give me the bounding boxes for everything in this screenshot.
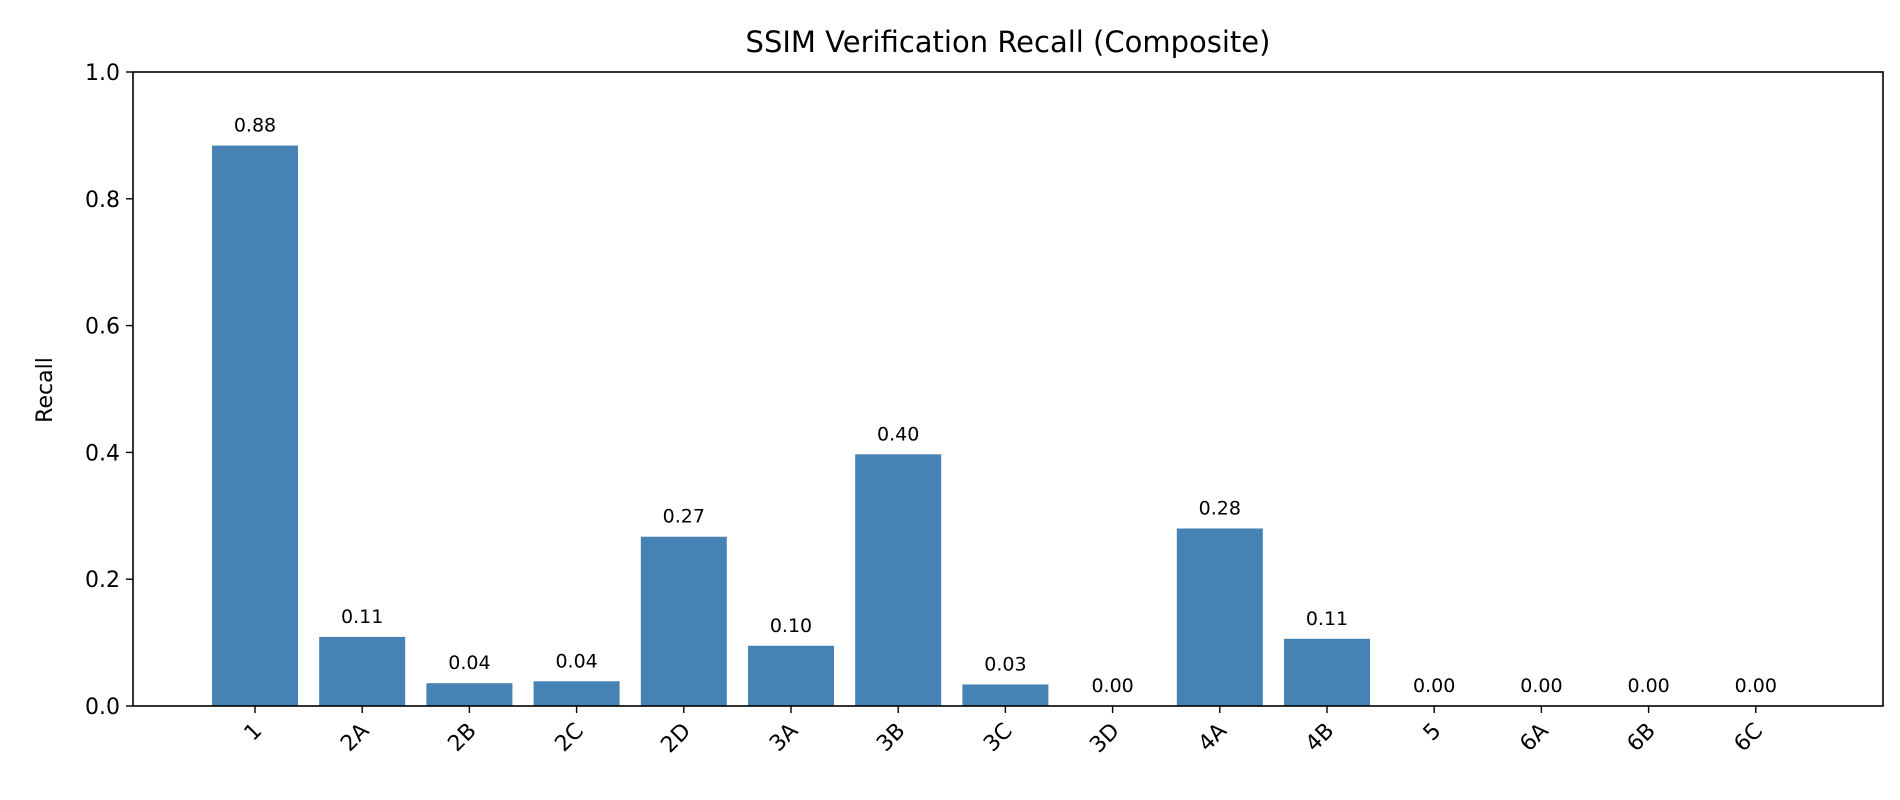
x-tick-label: 5 [1419,719,1447,747]
data-label: 0.04 [448,652,490,674]
x-tick-label: 4A [1194,719,1232,757]
data-labels-group: 0.88 0.11 0.04 0.04 0.27 0.10 0.40 0.03 0.00 0.28… [234,115,1777,697]
data-label: 0.10 [770,615,812,637]
data-label: 0.00 [1091,675,1133,697]
bar [640,536,727,706]
y-tick-label: 0.4 [85,441,120,466]
data-label: 0.88 [234,115,276,137]
x-tick-label: 6C [1730,719,1768,757]
x-tick-label: 3C [979,719,1017,757]
bar [962,684,1049,706]
plot-area-frame [132,71,1884,707]
x-tick-label: 2C [550,719,588,757]
y-tick-label: 0.2 [85,568,120,593]
x-tick-label: 2A [336,719,374,757]
bar [1176,528,1263,706]
data-label: 0.00 [1520,675,1562,697]
bar [855,454,942,706]
data-label: 0.00 [1627,675,1669,697]
data-label: 0.11 [1306,608,1348,630]
x-tick-label: 3D [1085,719,1125,759]
bar [748,645,834,706]
bar [212,145,298,706]
bar [426,683,513,706]
x-tick-label: 2D [656,719,696,759]
bars-group [212,145,1370,706]
data-label: 0.27 [663,506,705,528]
y-tick-label: 0.8 [85,188,120,213]
x-tick-label: 6A [1515,719,1553,757]
bar [319,636,406,706]
data-label: 0.04 [555,650,597,672]
y-axis-ticks: 0.0 0.2 0.4 0.6 0.8 1.0 [85,61,133,720]
data-label: 0.03 [984,653,1026,675]
data-label: 0.00 [1735,675,1777,697]
data-label: 0.11 [341,606,383,628]
x-tick-label: 3A [765,719,803,757]
data-label: 0.28 [1199,497,1241,519]
x-tick-label: 6B [1623,719,1661,757]
bar [533,681,620,706]
y-tick-label: 0.6 [85,315,120,340]
x-tick-label: 2B [443,719,481,757]
data-label: 0.40 [877,423,919,445]
x-tick-label: 3B [872,719,910,757]
data-label: 0.00 [1413,675,1455,697]
x-tick-label: 1 [240,719,268,747]
chart-title: SSIM Verification Recall (Composite) [746,25,1271,59]
x-axis-ticks: 1 2A 2B 2C 2D 3A 3B 3C 3D 4A 4B 5 6A 6B 6C [240,706,1768,758]
x-tick-label: 4B [1301,719,1339,757]
bar [1284,638,1370,706]
y-axis-label: Recall [33,357,58,423]
y-tick-label: 1.0 [85,61,120,86]
y-tick-label: 0.0 [85,695,120,720]
